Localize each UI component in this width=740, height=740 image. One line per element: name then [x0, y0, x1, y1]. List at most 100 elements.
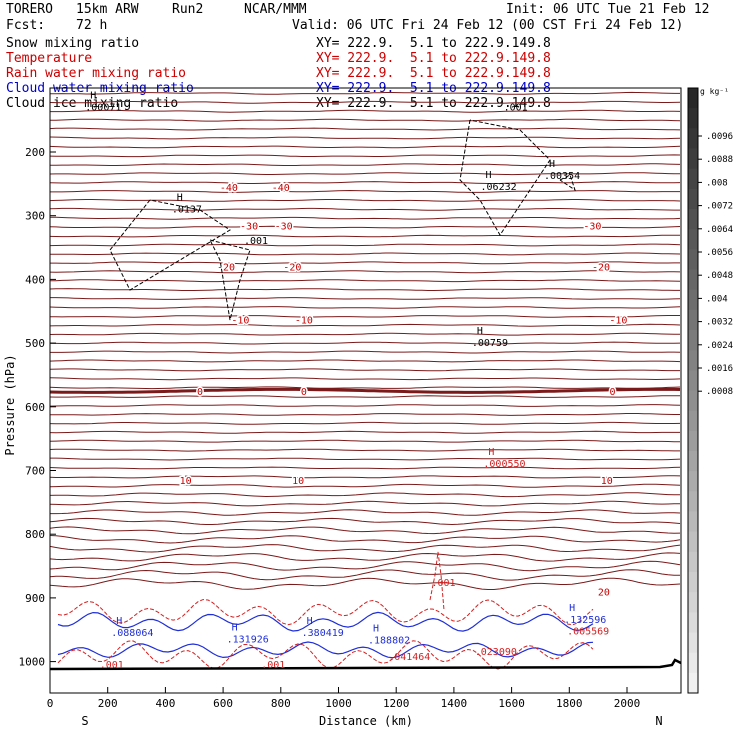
- field-xy-temperature: XY= 222.9. 5.1 to 222.9.149.8: [316, 51, 551, 66]
- isotherm-line: [49, 377, 681, 381]
- isotherm-line: [49, 225, 681, 229]
- isotherm-line: [49, 145, 681, 149]
- forecast-hours: 72 h: [76, 18, 108, 33]
- max-marker: H: [488, 447, 494, 458]
- isotherm-line: [49, 569, 681, 581]
- field-name-rain: Rain water mixing ratio: [6, 66, 187, 81]
- y-tick-label: 800: [25, 528, 45, 541]
- isotherm-line: [50, 216, 681, 220]
- isotherm-label: -40: [220, 183, 238, 194]
- max-value-label: .380419: [302, 628, 344, 639]
- colorbar-swatch: [688, 249, 698, 270]
- colorbar-border: [687, 87, 699, 694]
- colorbar-swatch: [688, 108, 698, 129]
- colorbar-swatch: [688, 451, 698, 472]
- isotherm-line: [49, 560, 681, 572]
- max-value-label: .000550: [483, 459, 525, 470]
- isotherm-line: [49, 439, 681, 443]
- colorbar-swatch: [688, 128, 698, 149]
- isotherm-label: -20: [592, 263, 610, 274]
- isotherm-line: [49, 430, 680, 434]
- isotherm-line: [50, 261, 680, 265]
- x-tick-label: 200: [98, 697, 118, 710]
- max-marker: H: [477, 326, 483, 337]
- isotherm-label: -10: [609, 316, 627, 327]
- rain-contour: [57, 599, 594, 626]
- isotherm-label: 10: [601, 476, 613, 487]
- isotherm-line: [49, 517, 681, 526]
- isotherm-line: [49, 492, 680, 498]
- isotherm-layer: -40 -40 -30 -30 -30 -20 -20 -20 -10 -10 -10 0 0 0 10 10…: [49, 91, 681, 600]
- x-tick-label: 600: [213, 697, 233, 710]
- x-tick-label: 1800: [556, 697, 583, 710]
- max-marker: H: [90, 90, 96, 101]
- isotherm-line: [50, 91, 680, 95]
- colorbar-tick-label: .0008: [706, 387, 733, 397]
- colorbar-swatch: [688, 148, 698, 170]
- isotherm-line: [49, 207, 680, 211]
- run-label: Run2: [172, 2, 204, 17]
- max-marker: H: [373, 624, 379, 635]
- valid-time: Valid: 06 UTC Fri 24 Feb 12 (00 CST Fri …: [292, 18, 684, 33]
- isotherm-label: -40: [272, 183, 290, 194]
- max-value-label: .00759: [472, 338, 508, 349]
- x-tick-label: 0: [47, 697, 54, 710]
- max-value-label: .188802: [368, 636, 410, 647]
- max-value-label: .00354: [544, 171, 580, 182]
- max-value-label: .088064: [111, 628, 153, 639]
- isotherm-line: [49, 368, 680, 372]
- cloud-water-contour: [57, 611, 594, 632]
- y-tick-label: 300: [25, 210, 45, 223]
- colorbar-swatch: [688, 612, 698, 633]
- isotherm-line: [49, 500, 681, 507]
- colorbar-swatch: [688, 209, 698, 230]
- isotherm-line: [49, 306, 681, 309]
- isotherm-line: [50, 350, 681, 354]
- ground-surface: [49, 658, 682, 671]
- colorbar-swatch: [688, 410, 698, 432]
- max-value-label: .001: [431, 578, 455, 589]
- annotation-layer: H.00071H.0137.001H.06232H.00354.001H.007…: [85, 90, 609, 670]
- isotherm-line: [49, 279, 681, 283]
- colorbar: .0096 .0088 .008 .0072 .0064 .0056 .0048 .004 .0…: [687, 87, 733, 694]
- y-tick-label: 600: [25, 401, 45, 414]
- colorbar-swatch: [688, 491, 698, 512]
- colorbar-tick-label: .0056: [706, 248, 733, 258]
- max-marker: H: [549, 159, 555, 170]
- x-tick-label: 400: [155, 697, 175, 710]
- isotherm-label: -30: [583, 221, 601, 232]
- colorbar-tick-label: .0048: [706, 271, 733, 281]
- y-tick-label: 200: [25, 146, 45, 159]
- isotherm-line: [49, 404, 681, 407]
- y-tick-label: 700: [25, 465, 45, 478]
- max-marker: H: [177, 192, 183, 203]
- isotherm-label: -30: [275, 221, 293, 232]
- colorbar-tick-label: .0024: [706, 341, 733, 351]
- max-marker: H: [307, 616, 313, 627]
- isotherm-line: [50, 189, 680, 193]
- colorbar-swatch: [688, 511, 698, 533]
- init-time: Init: 06 UTC Tue 21 Feb 12: [506, 2, 710, 17]
- isotherm-line: [49, 234, 681, 238]
- max-value-label: .005569: [567, 627, 609, 638]
- colorbar-swatch: [688, 652, 698, 674]
- colorbar-swatch: [688, 309, 698, 331]
- max-value-label: .0137: [172, 204, 202, 215]
- colorbar-swatch: [688, 672, 698, 694]
- x-tick-label: 2000: [614, 697, 641, 710]
- isotherm-line: [49, 154, 681, 158]
- colorbar-tick-label: .004: [706, 294, 728, 304]
- max-value-label: .00071: [85, 102, 121, 113]
- isotherm-label: -20: [217, 263, 235, 274]
- max-value-label: .06232: [481, 182, 517, 193]
- isotherm-line: [49, 526, 681, 535]
- isotherm-label: -10: [295, 316, 313, 327]
- colorbar-swatch: [688, 188, 698, 210]
- colorbar-swatch: [688, 289, 698, 311]
- plot-border: [49, 87, 682, 694]
- isotherm-line: [49, 483, 681, 488]
- rain-contour: [429, 551, 445, 611]
- max-value-label: .001: [504, 102, 528, 113]
- isotherm-label: 0: [301, 387, 307, 398]
